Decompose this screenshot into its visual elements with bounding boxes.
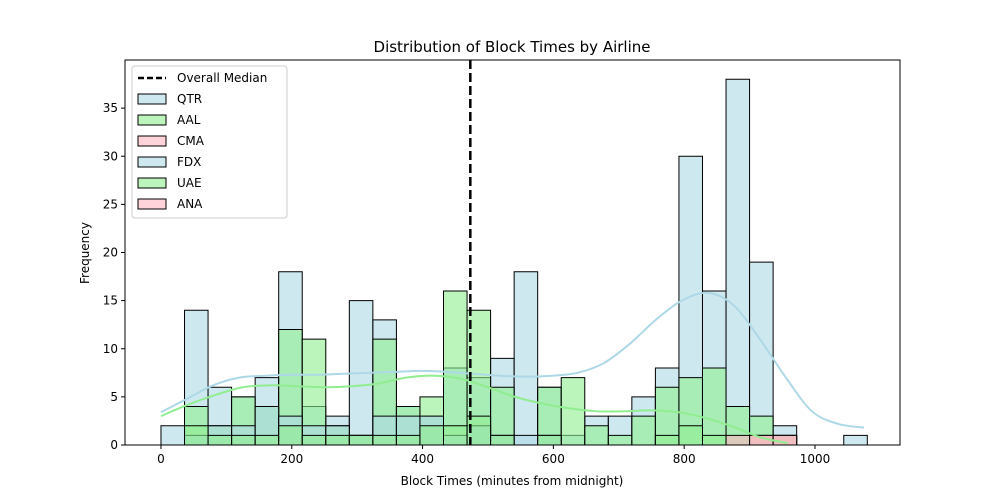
- series-uae: [184, 415, 727, 445]
- legend: Overall Median QTR AAL CMA FDX UAE ANA: [131, 65, 288, 219]
- y-tick-label-20: 20: [103, 246, 118, 260]
- chart-title: Distribution of Block Times by Airline: [374, 38, 651, 56]
- legend-swatch-ana: [137, 198, 167, 210]
- bar-uae-11: [419, 425, 445, 445]
- axes: 0 200 400 600 800 1000 0 5 10 15 20 25 30 35: [103, 59, 901, 466]
- legend-swatch-cma: [137, 135, 167, 147]
- x-tick-label-800: 800: [673, 452, 696, 466]
- bar-qtr-24: [725, 78, 751, 445]
- x-tick-label-600: 600: [542, 452, 565, 466]
- y-tick-label-25: 25: [103, 197, 118, 211]
- y-tick-label-15: 15: [103, 294, 118, 308]
- bar-aal-17: [560, 377, 586, 445]
- bar-aal-18: [584, 425, 609, 445]
- legend-swatch-uae: [137, 177, 167, 189]
- bar-uae-22: [678, 425, 703, 445]
- legend-box: [131, 65, 288, 219]
- x-tick-label-400: 400: [411, 452, 434, 466]
- bar-fdx-15: [513, 434, 539, 445]
- bar-uae-9: [372, 434, 397, 445]
- bar-uae-14: [490, 434, 515, 445]
- bar-aal-19: [607, 434, 633, 445]
- legend-label-ana: ANA: [177, 197, 203, 211]
- bar-qtr-15: [513, 271, 539, 445]
- bar-uae-12: [443, 425, 468, 445]
- y-tick-label-30: 30: [103, 149, 118, 163]
- bar-uae-6: [301, 434, 327, 445]
- bar-aal-12: [443, 290, 468, 445]
- x-tick-label-1000: 1000: [800, 452, 831, 466]
- plot-area: [160, 60, 868, 445]
- bar-aal-13: [466, 309, 492, 445]
- bar-aal-20: [631, 415, 656, 445]
- kde-curve-aal: [160, 374, 788, 445]
- bar-uae-23: [701, 434, 727, 445]
- bar-qtr-29: [843, 434, 868, 445]
- bar-uae-4: [254, 434, 280, 445]
- legend-label-cma: CMA: [177, 134, 205, 148]
- bar-uae-16: [537, 434, 562, 445]
- bar-uae-13: [466, 415, 492, 445]
- x-tick-label-200: 200: [280, 452, 303, 466]
- legend-label-qtr: QTR: [177, 92, 202, 106]
- bar-aal-6: [301, 338, 327, 445]
- bar-uae-21: [654, 434, 680, 445]
- bar-uae-8: [348, 434, 374, 445]
- legend-label-aal: AAL: [177, 113, 201, 127]
- y-axis-label: Frequency: [78, 222, 92, 284]
- bar-ana-24: [725, 434, 751, 445]
- plot-contents: [160, 78, 868, 445]
- y-tick-label-10: 10: [103, 342, 118, 356]
- bar-uae-1: [184, 425, 209, 445]
- legend-label-overall-median: Overall Median: [177, 71, 267, 85]
- bar-uae-5: [278, 425, 303, 445]
- kde-curve-qtr: [160, 291, 865, 429]
- legend-swatch-qtr: [137, 93, 167, 105]
- y-tick-label-0: 0: [110, 438, 118, 452]
- x-tick-label-0: 0: [157, 452, 165, 466]
- bar-uae-7: [325, 434, 350, 445]
- bar-qtr-25: [749, 261, 774, 445]
- bar-uae-2: [207, 434, 233, 445]
- y-tick-label-5: 5: [110, 390, 118, 404]
- y-tick-label-35: 35: [103, 101, 118, 115]
- legend-swatch-aal: [137, 114, 167, 126]
- legend-swatch-fdx: [137, 156, 167, 168]
- bar-uae-10: [395, 434, 421, 445]
- bar-aal-23: [701, 367, 727, 445]
- legend-label-fdx: FDX: [177, 155, 201, 169]
- x-axis-label: Block Times (minutes from midnight): [401, 474, 624, 488]
- bar-qtr-0: [160, 425, 186, 445]
- legend-label-uae: UAE: [177, 176, 202, 190]
- bar-uae-3: [231, 434, 256, 445]
